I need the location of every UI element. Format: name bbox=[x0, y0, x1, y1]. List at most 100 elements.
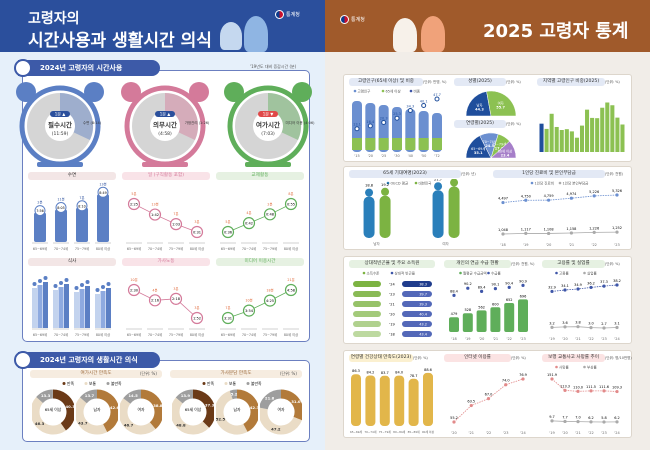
change-label: 7분 bbox=[173, 211, 178, 216]
slice-value: 38.8 bbox=[153, 403, 162, 408]
age-tick-label: 70~74세 bbox=[54, 332, 68, 337]
clock-bell-icon bbox=[292, 82, 312, 102]
baseline bbox=[32, 242, 48, 244]
year-label: '21 bbox=[389, 303, 394, 307]
donut-slice bbox=[236, 389, 258, 432]
legend-label: 1인당 진료비 bbox=[535, 180, 554, 185]
series-point bbox=[550, 289, 554, 294]
right-header: 통계청 2025 고령자 통계 bbox=[325, 0, 650, 52]
bar-value: 562 bbox=[478, 305, 485, 309]
legend-label: 수급률 bbox=[491, 270, 501, 275]
donut-group-title: 여가시간 만족도 bbox=[30, 370, 162, 378]
sleep-bar bbox=[97, 194, 109, 242]
slice-value: 24.3 bbox=[485, 144, 494, 148]
life-expectancy-value: 19.2 bbox=[381, 183, 389, 187]
x-tick-label: '23 bbox=[614, 243, 619, 247]
ratio-point bbox=[434, 96, 440, 102]
poverty-bar bbox=[402, 281, 432, 287]
point-value: 4,750 bbox=[521, 194, 531, 198]
series-point bbox=[576, 325, 580, 329]
rate-value: 90.1 bbox=[492, 283, 500, 287]
series-point bbox=[524, 198, 528, 202]
person-head-icon bbox=[434, 182, 443, 191]
poverty-value: 39.7 bbox=[419, 293, 427, 297]
trend-line bbox=[133, 289, 198, 319]
legend-swatch bbox=[362, 271, 366, 275]
change-label: 18분 bbox=[266, 288, 273, 293]
age-tick-label: 80세 이상 bbox=[190, 246, 204, 251]
point-value: 67.0 bbox=[485, 393, 493, 397]
series-line bbox=[551, 326, 618, 329]
population-65-bar bbox=[378, 138, 389, 150]
x-tick-label: '23 bbox=[601, 431, 606, 435]
donut-slice bbox=[280, 389, 302, 421]
legend-swatch bbox=[386, 181, 390, 185]
legend-label: 부상률 bbox=[587, 364, 597, 369]
clock-side-label: 미디어 이용 (4:06) bbox=[286, 120, 316, 125]
unit-label: (단위: %) bbox=[605, 262, 620, 266]
change-label: 11분 bbox=[57, 197, 64, 202]
x-tick-label: '22 bbox=[486, 431, 491, 435]
small-chart-title: 미디어 이용시간 bbox=[216, 258, 304, 266]
series-point bbox=[615, 420, 619, 424]
clock-label: 필수시간 bbox=[48, 120, 72, 129]
small-chart-수면: 65~69세 70~74세 75~79세 80세 이상 7:56 2분 8:05 11분 8:1… bbox=[32, 182, 111, 251]
x-tick-label: '21 bbox=[575, 431, 580, 435]
series-point bbox=[615, 193, 619, 197]
slice-value: 43.7 bbox=[78, 420, 88, 425]
age-tick-label: 65~69세 bbox=[127, 332, 141, 337]
card-title: 고령인구(65세 이상) 및 비중 bbox=[349, 78, 423, 86]
age-tick-label: 75~79세 bbox=[169, 246, 183, 251]
satisfaction-bar bbox=[423, 372, 433, 426]
x-tick-label: '20 bbox=[562, 337, 567, 341]
ratio-value: 13.1 bbox=[353, 123, 361, 127]
card-title: 상대적빈곤율 및 주요 소득원 bbox=[349, 260, 435, 268]
card-title: 고용률 및 실업률 bbox=[542, 260, 605, 268]
donut-legend: 만족 보통 불만족 bbox=[202, 381, 262, 386]
change-label: 21분 bbox=[287, 277, 294, 282]
point-value: 0:48 bbox=[266, 213, 275, 217]
legend-label: OECD 평균 bbox=[391, 180, 409, 185]
region-bar bbox=[549, 113, 554, 152]
series-line bbox=[502, 194, 618, 203]
x-tick-label: 80~84세 bbox=[393, 430, 405, 434]
clock-icon bbox=[14, 59, 32, 77]
x-tick-label: '24 bbox=[520, 431, 526, 435]
unit-label: (단위: %) bbox=[605, 80, 620, 84]
unit-label: (단위: 천원) bbox=[605, 172, 623, 176]
x-tick-label: '25 bbox=[381, 154, 386, 158]
series-point bbox=[589, 420, 593, 424]
left-header: 고령자의 시간사용과 생활시간 의식 통계청 bbox=[0, 0, 325, 52]
clock-bell-icon bbox=[16, 82, 36, 102]
satisfaction-bar bbox=[351, 374, 361, 426]
trend-line bbox=[133, 203, 198, 233]
year-label: '23 bbox=[389, 293, 394, 297]
legend-label: 고령인구 bbox=[358, 88, 372, 93]
bar-value: 86.3 bbox=[352, 369, 360, 373]
person-head-icon bbox=[381, 187, 390, 196]
meal-bar bbox=[37, 285, 43, 328]
x-tick-label: '24 bbox=[614, 431, 620, 435]
series-point bbox=[563, 388, 567, 392]
satisfaction-bar bbox=[365, 375, 376, 426]
change-label: 10분 bbox=[130, 277, 137, 282]
baseline bbox=[220, 328, 236, 330]
unit-label: (단위: %) bbox=[506, 122, 521, 126]
income-bar bbox=[353, 321, 381, 327]
population-65-bar bbox=[392, 138, 402, 150]
baseline bbox=[126, 242, 142, 244]
population-65-bar bbox=[418, 138, 429, 150]
bar-value: 7:56 bbox=[36, 209, 43, 213]
region-bar bbox=[574, 137, 579, 152]
series-point bbox=[602, 284, 606, 288]
series-point bbox=[550, 325, 554, 329]
income-bar bbox=[353, 291, 381, 297]
change-text: 1분 ▲ bbox=[55, 112, 66, 117]
point-value: 1:03 bbox=[172, 222, 180, 226]
card-title: 보행 교통사고 사망률 추이 bbox=[542, 354, 605, 362]
point-value: 111.5 bbox=[586, 385, 596, 389]
slice-label: 65~69세 bbox=[471, 146, 485, 151]
change-badge bbox=[155, 111, 175, 117]
x-tick-label: '15 bbox=[354, 154, 359, 158]
